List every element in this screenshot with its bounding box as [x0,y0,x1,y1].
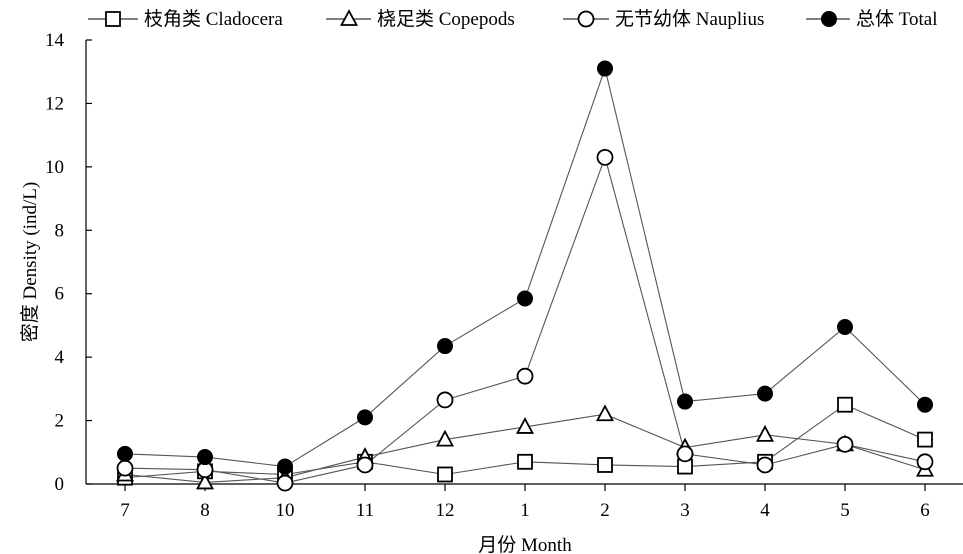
legend-item: 桡足类 Copepods [326,8,515,30]
series-markers [115,60,935,492]
x-tick-label: 1 [520,500,530,521]
x-axis-label: 月份 Month [478,534,572,554]
series-line-2 [124,155,926,484]
data-point-square [517,453,533,470]
legend-marker-circle-open [577,10,595,28]
y-tick-label: 10 [45,157,64,178]
legend-item: 无节幼体 Nauplius [563,8,764,30]
data-point-circle-filled [437,338,453,355]
legend-label: 枝角类 Cladocera [144,8,283,30]
x-tick-label: 7 [120,500,130,521]
y-tick-label: 0 [55,474,65,495]
x-ticks: 7 8 10 11 12 1 2 3 4 5 6 [120,484,930,521]
data-point-circle-filled [517,290,533,307]
legend-marker-circle-filled [821,11,837,27]
y-tick-label: 6 [55,284,65,305]
data-point-circle-filled [277,458,293,475]
data-point-circle-open [836,435,854,453]
data-point-square [437,466,453,483]
x-tick-label: 3 [680,500,690,521]
legend-marker-triangle [339,9,359,26]
x-tick-label: 11 [356,500,374,521]
data-point-circle-open [436,391,454,409]
data-point-circle-open [276,474,294,492]
x-tick-label: 8 [200,500,210,521]
x-tick-label: 10 [276,500,295,521]
legend-label: 无节幼体 Nauplius [615,8,764,30]
data-point-circle-filled [917,396,933,413]
data-point-circle-open [596,148,614,166]
data-point-square [917,431,933,448]
series-line-3 [124,66,926,468]
x-tick-label: 2 [600,500,610,521]
legend: 枝角类 Cladocera 桡足类 Copepods 无节幼体 Nauplius 总体… [88,8,938,30]
y-tick-label: 14 [45,30,65,51]
x-tick-label: 6 [920,500,930,521]
data-point-circle-open [676,445,694,463]
data-point-circle-filled [837,319,853,336]
y-tick-label: 12 [45,93,64,114]
data-point-triangle [435,429,455,447]
x-tick-label: 5 [840,500,850,521]
legend-label: 桡足类 Copepods [377,8,515,30]
y-tick-label: 8 [55,220,65,241]
y-ticks: 0 2 4 6 8 10 12 14 [45,30,92,495]
data-point-triangle [515,417,535,434]
data-point-circle-open [916,453,934,471]
y-tick-label: 2 [55,411,65,432]
x-tick-label: 12 [436,500,455,521]
data-point-circle-open [116,459,134,477]
data-point-circle-filled [357,409,373,426]
data-point-circle-filled [117,445,133,462]
data-point-triangle [755,424,775,442]
data-point-circle-open [516,367,534,385]
data-point-triangle [595,404,615,422]
y-axis-label: 密度 Density (ind/L) [19,182,41,342]
axes [85,40,963,485]
legend-item: 枝角类 Cladocera [88,8,283,30]
y-tick-label: 4 [55,347,65,368]
data-point-circle-open [356,456,374,474]
data-point-circle-filled [597,60,613,77]
data-point-triangle [195,472,215,490]
legend-marker-square [105,11,121,27]
x-tick-label: 4 [760,500,770,521]
legend-item: 总体 Total [806,8,938,30]
data-point-circle-filled [677,393,693,410]
legend-label: 总体 Total [856,8,938,30]
data-point-circle-open [756,456,774,474]
data-point-circle-filled [197,449,213,466]
data-point-circle-filled [757,385,773,402]
data-point-square [837,396,853,413]
data-point-square [597,457,613,473]
